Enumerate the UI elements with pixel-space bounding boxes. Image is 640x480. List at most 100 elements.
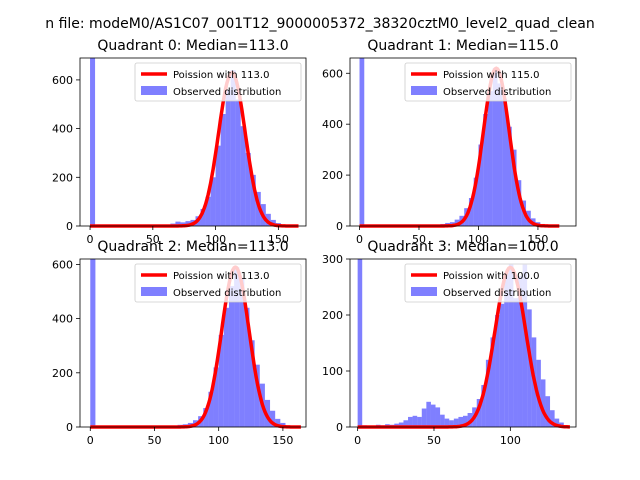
histogram-bar (210, 177, 216, 226)
histogram-bar (495, 315, 500, 427)
histogram-bar (175, 221, 181, 226)
panel-quadrant-2: Quadrant 2: Median=113.0 0 50 100 150 0 200 40… (52, 239, 307, 447)
histogram-bar (249, 340, 255, 427)
histogram-bar (511, 149, 517, 226)
y-tick-label: 600 (322, 67, 343, 80)
histogram-bar (476, 399, 482, 427)
histogram-bar (497, 83, 503, 226)
histogram-bar (499, 303, 505, 427)
histogram-bar (225, 89, 231, 226)
histogram-bar (516, 180, 522, 226)
panel-title: Quadrant 1: Median=115.0 (367, 38, 558, 54)
histogram-bar (417, 416, 422, 427)
x-tick-label: 50 (146, 233, 160, 246)
histogram-bar (545, 396, 551, 427)
y-tick-label: 600 (52, 74, 73, 87)
panel-quadrant-0: Quadrant 0: Median=113.0 0 50 100 150 0 200 40… (52, 38, 307, 246)
y-tick-label: 0 (66, 220, 73, 233)
y-tick-label: 0 (336, 220, 343, 233)
histogram-bar (485, 359, 491, 427)
histogram-bar (359, 58, 365, 226)
y-tick-label: 600 (52, 258, 73, 271)
histogram-bar (265, 213, 271, 226)
legend-box (404, 62, 572, 102)
histogram-bar (235, 99, 241, 226)
histogram-bar (412, 415, 418, 427)
histogram-bar (490, 337, 496, 427)
legend-label: Observed distribution (443, 288, 551, 299)
histogram-bar (220, 114, 226, 226)
histogram-bar (203, 408, 209, 427)
axes-frame (349, 57, 577, 227)
histogram-bar (478, 144, 484, 226)
histogram-bar (473, 177, 479, 226)
legend-box (404, 263, 572, 303)
legend-box (134, 62, 302, 102)
histogram-bar (218, 334, 224, 427)
histogram-bar (513, 298, 518, 427)
axes-frame (79, 57, 307, 227)
panel-title: Quadrant 3: Median=100.0 (367, 239, 558, 255)
legend-bar-swatch (411, 287, 437, 296)
histogram-bar (254, 364, 260, 427)
histogram-bar (440, 414, 445, 427)
histogram-bar (215, 145, 221, 226)
x-tick-label: 50 (412, 233, 426, 246)
histogram-bar (458, 416, 463, 427)
legend-bar-swatch (141, 287, 167, 296)
y-tick-label: 400 (322, 118, 343, 131)
histogram-bar (522, 264, 528, 427)
x-tick-label: 50 (427, 434, 441, 447)
y-tick-label: 200 (52, 367, 73, 380)
histogram-bar (90, 58, 96, 226)
legend-label: Poission with 113.0 (173, 70, 269, 81)
x-tick-label: 0 (87, 233, 94, 246)
x-tick-label: 50 (147, 434, 161, 447)
histogram-bar (426, 401, 431, 427)
histogram-bar (240, 126, 246, 226)
panel-title: Quadrant 2: Median=113.0 (97, 239, 288, 255)
x-tick-label: 0 (87, 434, 94, 447)
y-tick-label: 200 (322, 169, 343, 182)
histogram-bar (239, 277, 245, 427)
histogram-bar (228, 286, 235, 427)
histogram-bar (234, 267, 240, 427)
y-tick-label: 300 (322, 253, 343, 266)
histogram-bar (275, 418, 281, 427)
legend-label: Observed distribution (443, 87, 551, 98)
histogram-bar (230, 70, 236, 226)
legend-label: Poission with 113.0 (173, 271, 269, 282)
histogram-bar (481, 385, 486, 427)
histogram-bar (444, 418, 450, 427)
histogram-bar (223, 307, 229, 427)
panel-quadrant-3: Quadrant 3: Median=100.0 0 50 100 0 100 200 30… (322, 239, 577, 447)
histogram-bar (468, 198, 474, 226)
histogram-bar (205, 196, 211, 226)
histogram-bar (502, 98, 508, 226)
histogram-bar (270, 410, 276, 427)
histogram-bar (487, 91, 493, 226)
histogram-bar (90, 259, 96, 427)
x-tick-label: 100 (208, 434, 229, 447)
x-tick-label: 150 (272, 434, 293, 447)
histogram-bar (435, 407, 441, 427)
histogram-bar (408, 416, 413, 427)
legend-label: Poission with 100.0 (443, 271, 539, 282)
x-tick-label: 150 (268, 233, 289, 246)
y-tick-label: 400 (52, 123, 73, 136)
histogram-bar (403, 420, 409, 427)
y-tick-label: 400 (52, 313, 73, 326)
legend-bar-swatch (411, 86, 437, 95)
y-tick-label: 200 (322, 309, 343, 322)
axes-frame (79, 258, 307, 428)
histogram-bar (550, 410, 555, 427)
histogram-bar (504, 273, 509, 427)
histogram-bar (357, 259, 363, 427)
histogram-bar (213, 367, 219, 427)
x-tick-label: 100 (468, 233, 489, 246)
histogram-bar (483, 114, 488, 226)
axes-frame (349, 258, 577, 428)
histogram-bar (508, 264, 514, 427)
y-tick-label: 200 (52, 171, 73, 184)
panel-title: Quadrant 0: Median=113.0 (97, 38, 288, 54)
